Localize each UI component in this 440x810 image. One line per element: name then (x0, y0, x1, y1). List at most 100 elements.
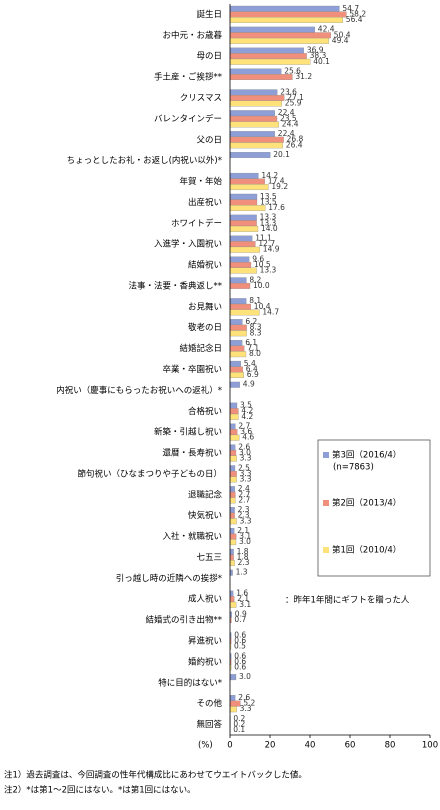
value-label: 8.3 (250, 328, 262, 337)
category-label: お中元・お歳暮 (162, 30, 222, 41)
bar (229, 303, 251, 310)
value-label: 2.3 (238, 558, 250, 567)
bar (229, 434, 240, 441)
category-label: その他 (196, 698, 222, 709)
bar (229, 476, 237, 483)
bar (229, 115, 278, 122)
category-label: 合格祝い (188, 406, 222, 417)
value-label: 17.6 (268, 203, 285, 212)
bar (229, 351, 247, 358)
x-tick-label: 80 (385, 741, 396, 751)
bar (229, 298, 247, 305)
value-label: 3.0 (239, 537, 251, 546)
bar (229, 68, 282, 75)
value-label: 26.4 (286, 140, 303, 149)
legend-swatch (323, 547, 329, 553)
bar (229, 491, 236, 498)
value-label: 23.5 (280, 114, 297, 123)
bar (229, 47, 304, 54)
value-label: 0.6 (234, 657, 246, 666)
category-label: 父の日 (196, 135, 222, 145)
x-tick-label: 0 (227, 741, 232, 751)
x-tick-label: 40 (305, 741, 316, 751)
bar (229, 455, 237, 462)
value-label: 9.6 (252, 254, 264, 263)
bar (229, 94, 285, 101)
value-label: 4.6 (242, 433, 254, 442)
bar (229, 470, 237, 477)
bar (229, 277, 247, 284)
value-label: 42.4 (318, 25, 335, 34)
value-label: 2.1 (237, 594, 249, 603)
bar (229, 37, 329, 44)
value-label: 0.5 (234, 642, 246, 651)
bar (229, 560, 235, 566)
value-label: 14.0 (261, 224, 278, 233)
value-label: 0.6 (234, 636, 246, 645)
category-label: 内祝い（慶事にもらったお祝いへの返礼）* (56, 385, 222, 396)
value-label: 3.6 (240, 427, 252, 436)
bar (229, 262, 252, 268)
bar (229, 246, 260, 253)
bar (229, 178, 265, 185)
legend-swatch (323, 452, 329, 458)
category-label: 入進学・入園祝い (154, 239, 222, 250)
value-label: 13.5 (260, 192, 277, 201)
value-label: 25.9 (285, 99, 302, 108)
bar (229, 450, 237, 456)
x-tick-label: 100 (422, 741, 438, 751)
bar (229, 324, 247, 331)
category-label: 母の日 (196, 52, 222, 62)
value-label: 25.6 (284, 66, 301, 75)
bar (229, 590, 234, 597)
bar (229, 214, 257, 221)
bar (229, 402, 238, 409)
bar (229, 11, 347, 18)
bar (229, 497, 236, 504)
value-label: 26.8 (287, 135, 304, 144)
bar (229, 507, 235, 514)
bar (229, 172, 259, 179)
value-label: 14.7 (262, 307, 279, 316)
bar (229, 282, 251, 289)
value-label: 5.4 (244, 359, 256, 368)
value-label: 7.1 (247, 344, 259, 353)
bar (229, 309, 260, 316)
value-label: 3.3 (240, 474, 252, 483)
bar (229, 548, 234, 555)
legend-label: 第1回（2010/4） (332, 545, 401, 556)
category-label: 誕生日 (196, 9, 222, 20)
value-label: 1.8 (237, 547, 249, 556)
bar (229, 518, 237, 525)
bar (229, 596, 235, 603)
value-label: 3.3 (240, 516, 252, 525)
category-label: 年賀・年始 (179, 176, 222, 187)
bar (229, 429, 238, 436)
bar (229, 413, 239, 420)
value-label: 14.9 (263, 245, 280, 254)
bar (229, 423, 236, 430)
value-label: 54.7 (342, 4, 359, 13)
bar (229, 512, 235, 519)
category-label: 結婚式の引き出物** (145, 615, 222, 626)
value-label: 3.3 (240, 469, 252, 478)
bar (229, 706, 237, 713)
value-label: 0.2 (233, 714, 245, 723)
bar (229, 319, 243, 326)
category-label: 無回答 (196, 719, 222, 730)
value-label: 8.2 (249, 275, 261, 284)
bar (229, 205, 266, 211)
category-label: ちょっとしたお礼・お返し(内祝い以外)* (67, 155, 222, 166)
bar (229, 26, 315, 33)
value-label: 36.9 (307, 46, 324, 55)
bar (229, 142, 283, 149)
legend-label: 第3回（2016/4） (332, 450, 401, 461)
bar (229, 110, 275, 117)
bar (229, 235, 253, 242)
bar (229, 330, 247, 337)
value-label: 0.7 (234, 615, 246, 624)
bar (229, 533, 237, 540)
value-label: 8.3 (250, 323, 262, 332)
category-label: 敬老の日 (188, 322, 222, 333)
